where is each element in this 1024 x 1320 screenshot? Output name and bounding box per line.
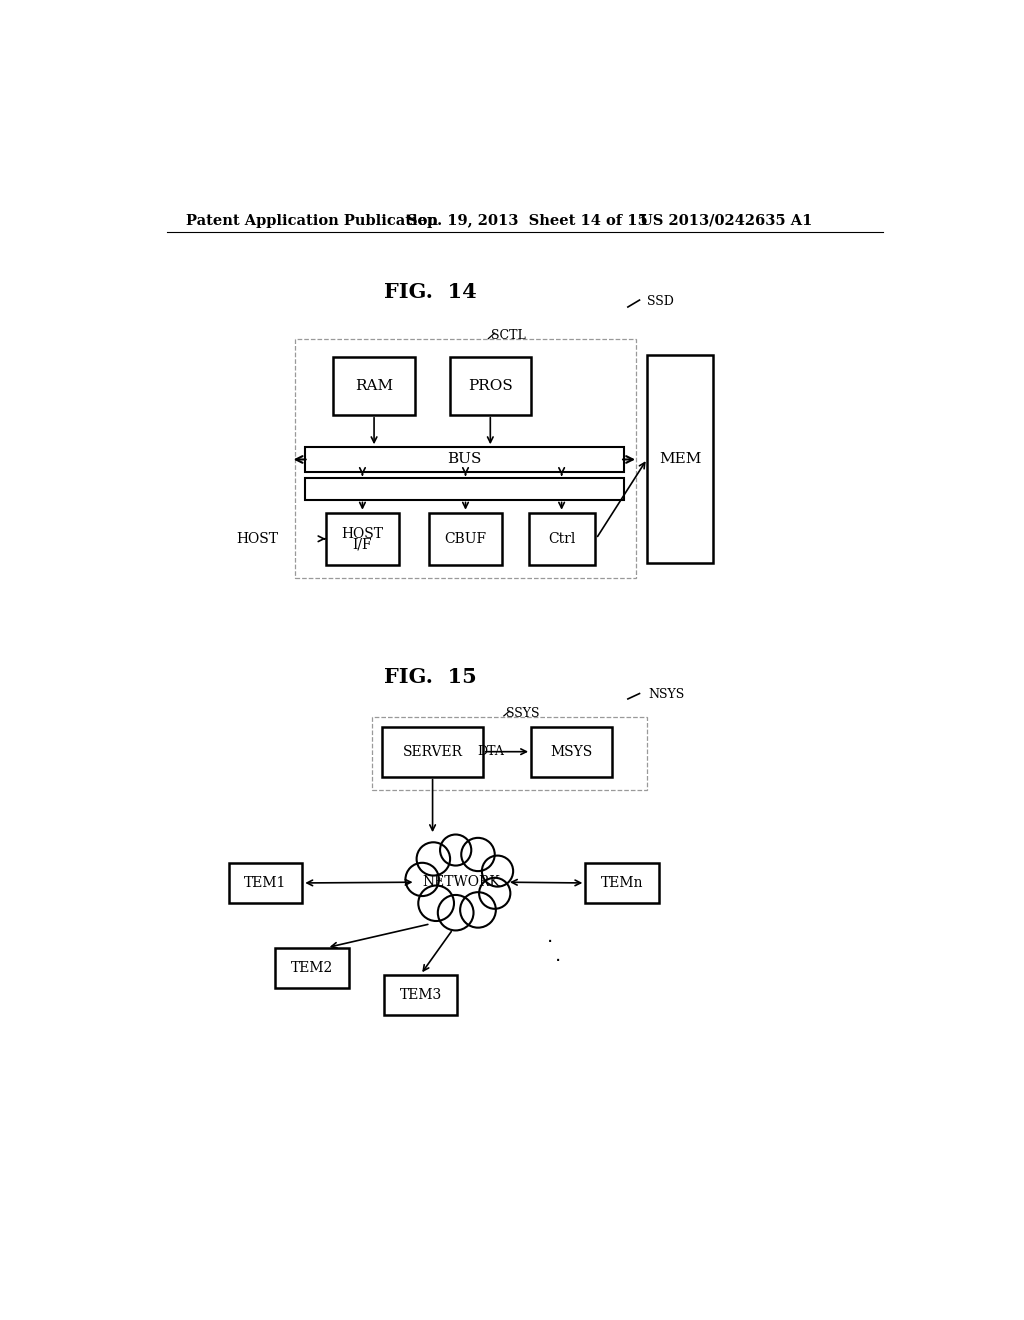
Text: DTA: DTA <box>477 744 504 758</box>
Bar <box>528 512 595 565</box>
Text: FIG.  15: FIG. 15 <box>384 667 476 686</box>
Bar <box>305 447 624 471</box>
Text: .: . <box>555 946 561 965</box>
Text: SSD: SSD <box>647 296 674 309</box>
Text: Ctrl: Ctrl <box>548 532 575 545</box>
Text: TEM2: TEM2 <box>291 961 333 974</box>
Text: PROS: PROS <box>468 379 513 393</box>
Text: Patent Application Publication: Patent Application Publication <box>186 214 438 228</box>
Text: CBUF: CBUF <box>444 532 486 545</box>
Bar <box>228 863 302 903</box>
Text: NETWORK: NETWORK <box>422 875 500 890</box>
Text: SSYS: SSYS <box>506 706 540 719</box>
Bar <box>305 478 624 499</box>
Text: RAM: RAM <box>355 379 393 393</box>
Bar <box>372 717 647 789</box>
Text: Sep. 19, 2013  Sheet 14 of 15: Sep. 19, 2013 Sheet 14 of 15 <box>407 214 648 228</box>
Text: HOST: HOST <box>237 532 279 545</box>
Bar <box>531 726 612 776</box>
Bar <box>586 863 658 903</box>
Bar <box>382 726 483 776</box>
Bar <box>275 948 349 987</box>
Text: HOST: HOST <box>341 527 383 541</box>
Bar <box>450 358 531 414</box>
Bar <box>334 358 415 414</box>
Bar <box>295 339 636 578</box>
Bar <box>384 974 458 1015</box>
Bar <box>647 355 713 562</box>
Text: MSYS: MSYS <box>551 744 593 759</box>
Bar <box>326 512 399 565</box>
Text: BUS: BUS <box>447 453 481 466</box>
Text: SCTL: SCTL <box>490 330 525 342</box>
Text: MEM: MEM <box>659 451 701 466</box>
Text: TEM1: TEM1 <box>245 876 287 890</box>
Text: .: . <box>547 927 554 945</box>
Text: SERVER: SERVER <box>402 744 463 759</box>
Text: I/F: I/F <box>352 537 373 552</box>
Bar <box>429 512 503 565</box>
Text: NSYS: NSYS <box>649 688 685 701</box>
Text: TEM3: TEM3 <box>399 987 441 1002</box>
Text: TEMn: TEMn <box>601 876 643 890</box>
Text: FIG.  14: FIG. 14 <box>384 281 476 301</box>
Text: US 2013/0242635 A1: US 2013/0242635 A1 <box>640 214 812 228</box>
